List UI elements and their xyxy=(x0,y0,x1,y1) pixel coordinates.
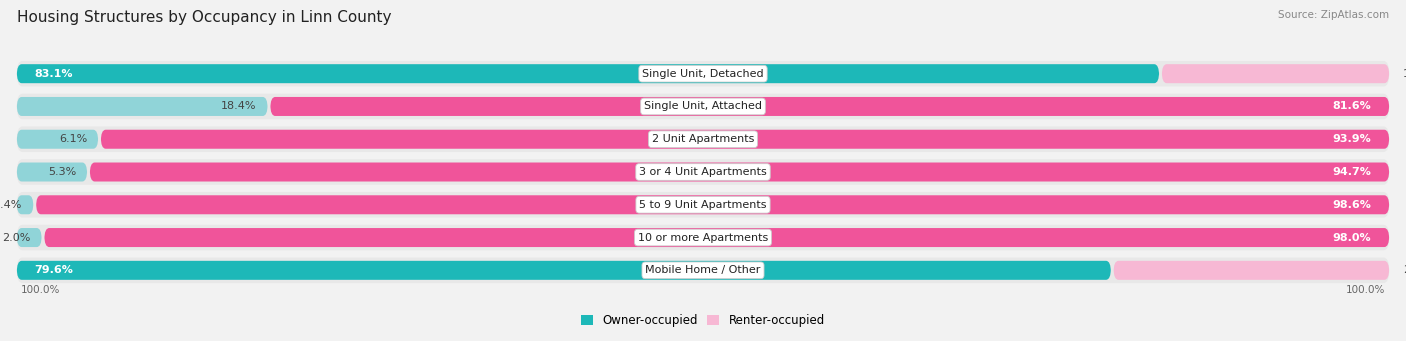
FancyBboxPatch shape xyxy=(17,159,1389,185)
Text: 1.4%: 1.4% xyxy=(0,200,22,210)
Text: 20.4%: 20.4% xyxy=(1403,265,1406,275)
Text: 5.3%: 5.3% xyxy=(48,167,76,177)
Text: 79.6%: 79.6% xyxy=(35,265,73,275)
Text: Mobile Home / Other: Mobile Home / Other xyxy=(645,265,761,275)
FancyBboxPatch shape xyxy=(17,257,1389,283)
FancyBboxPatch shape xyxy=(1114,261,1389,280)
Text: 2.0%: 2.0% xyxy=(3,233,31,242)
Text: Single Unit, Detached: Single Unit, Detached xyxy=(643,69,763,79)
Text: Source: ZipAtlas.com: Source: ZipAtlas.com xyxy=(1278,10,1389,20)
FancyBboxPatch shape xyxy=(17,94,1389,119)
Text: 3 or 4 Unit Apartments: 3 or 4 Unit Apartments xyxy=(640,167,766,177)
Text: 18.4%: 18.4% xyxy=(221,102,256,112)
FancyBboxPatch shape xyxy=(17,97,267,116)
Text: 81.6%: 81.6% xyxy=(1333,102,1371,112)
FancyBboxPatch shape xyxy=(1161,64,1389,83)
FancyBboxPatch shape xyxy=(17,130,98,149)
FancyBboxPatch shape xyxy=(270,97,1389,116)
FancyBboxPatch shape xyxy=(17,225,1389,250)
Text: Housing Structures by Occupancy in Linn County: Housing Structures by Occupancy in Linn … xyxy=(17,10,391,25)
FancyBboxPatch shape xyxy=(17,61,1389,87)
Text: 98.0%: 98.0% xyxy=(1333,233,1371,242)
FancyBboxPatch shape xyxy=(17,64,1159,83)
FancyBboxPatch shape xyxy=(17,195,34,214)
Text: 98.6%: 98.6% xyxy=(1333,200,1371,210)
FancyBboxPatch shape xyxy=(17,163,87,181)
FancyBboxPatch shape xyxy=(90,163,1389,181)
Text: 2 Unit Apartments: 2 Unit Apartments xyxy=(652,134,754,144)
Text: 100.0%: 100.0% xyxy=(21,285,60,295)
Text: 5 to 9 Unit Apartments: 5 to 9 Unit Apartments xyxy=(640,200,766,210)
Text: Single Unit, Attached: Single Unit, Attached xyxy=(644,102,762,112)
FancyBboxPatch shape xyxy=(17,228,42,247)
FancyBboxPatch shape xyxy=(101,130,1389,149)
FancyBboxPatch shape xyxy=(37,195,1389,214)
Text: 100.0%: 100.0% xyxy=(1346,285,1385,295)
FancyBboxPatch shape xyxy=(17,127,1389,152)
FancyBboxPatch shape xyxy=(17,261,1111,280)
Text: 94.7%: 94.7% xyxy=(1333,167,1371,177)
Text: 16.9%: 16.9% xyxy=(1403,69,1406,79)
Text: 93.9%: 93.9% xyxy=(1333,134,1371,144)
Text: 6.1%: 6.1% xyxy=(59,134,87,144)
Text: 83.1%: 83.1% xyxy=(35,69,73,79)
FancyBboxPatch shape xyxy=(17,192,1389,218)
FancyBboxPatch shape xyxy=(45,228,1389,247)
Text: 10 or more Apartments: 10 or more Apartments xyxy=(638,233,768,242)
Legend: Owner-occupied, Renter-occupied: Owner-occupied, Renter-occupied xyxy=(576,309,830,332)
